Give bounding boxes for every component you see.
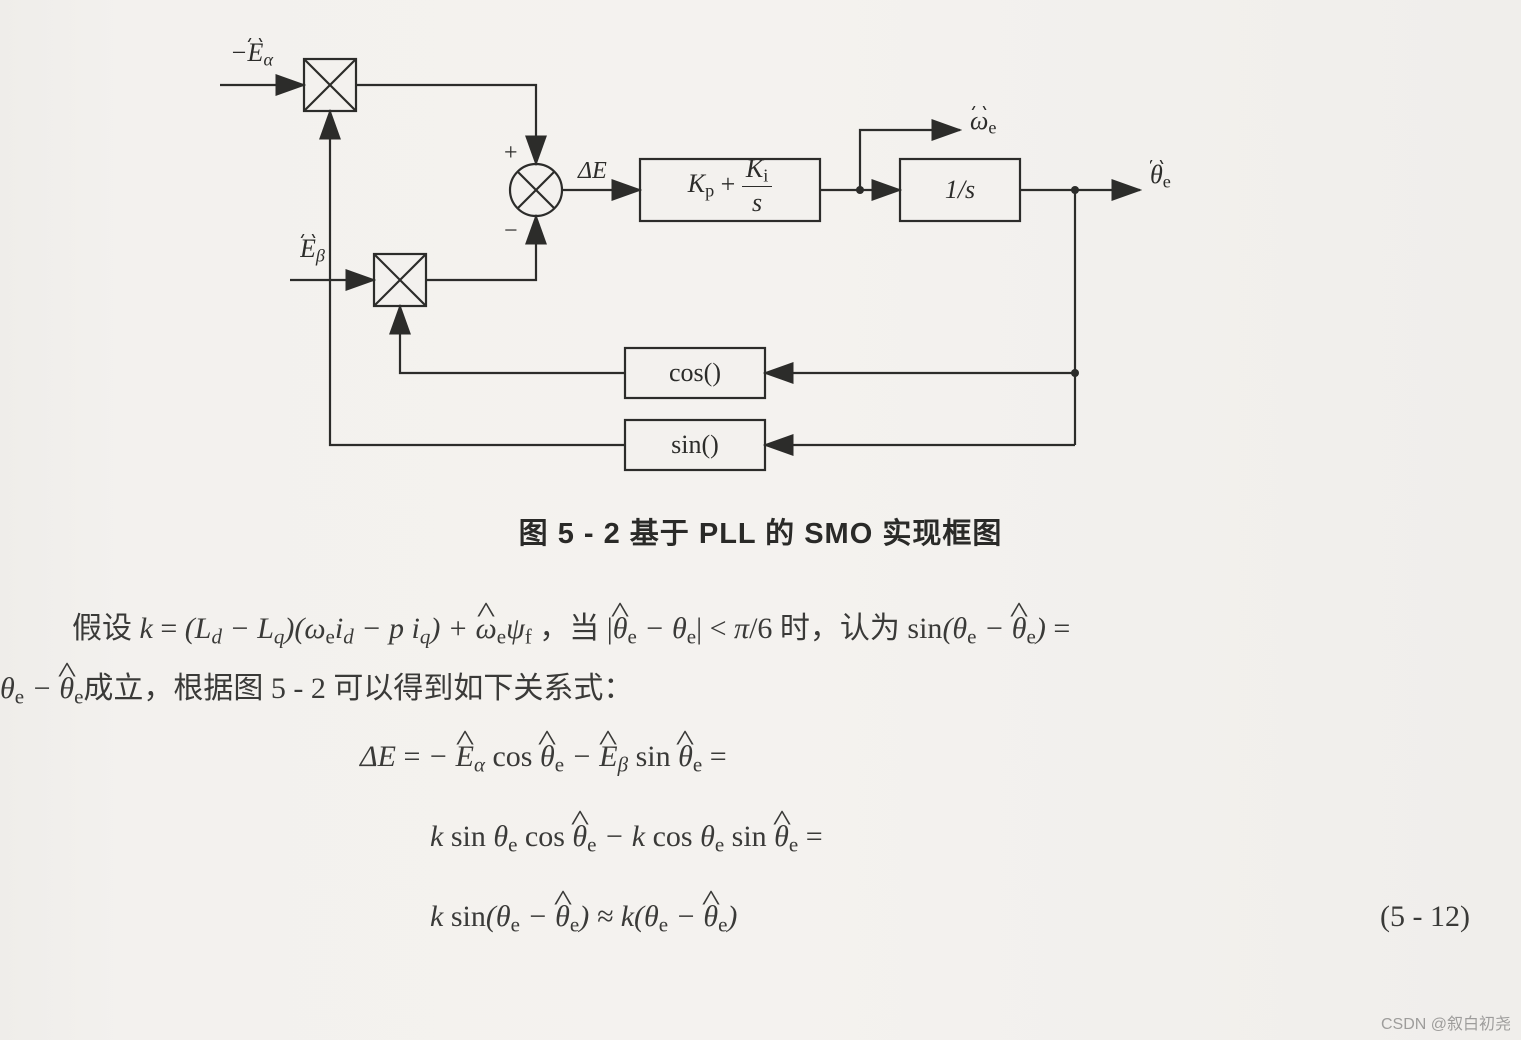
label-deltaE: ΔE [577,158,607,184]
para1-lead: 假设 [72,612,140,645]
label-sum-plus: + [504,140,518,166]
equation-line-2: k sin θe cos θe − k cos θe sin θe = [430,820,823,857]
page-root: { "diagram": { "type": "block-diagram", … [0,0,1521,1040]
paragraph-2: θe − θe成立，根据图 5 - 2 可以得到如下关系式： [0,660,1521,717]
equation-line-1: ΔE = − Eα cos θe − Eβ sin θe = [360,740,727,777]
watermark: CSDN @叙白初尧 [1381,1010,1511,1034]
block-summing-junction [510,164,562,216]
label-cos: cos() [669,358,721,387]
figure-caption: 图 5 - 2 基于 PLL 的 SMO 实现框图 [0,510,1521,552]
pll-smo-diagram: + − Kp + Kis 1/s cos() sin() ΔE [0,0,1521,510]
label-sin: sin() [671,430,719,459]
equation-number: (5 - 12) [1380,900,1470,934]
wire-cos-to-mult-bot [400,306,625,373]
wire-mult-bot-to-sum [426,216,536,280]
equation-line-3: k sin(θe − θe) ≈ k(θe − θe) [430,900,737,937]
label-integrator: 1/s [945,175,975,204]
label-sum-minus: − [504,218,518,244]
block-multiplier-beta [374,254,426,306]
block-multiplier-alpha [304,59,356,111]
paragraph-1: 假设 k = (Ld − Lq)(ωeid − p iq) + ωeψf ，当 … [0,600,1521,657]
